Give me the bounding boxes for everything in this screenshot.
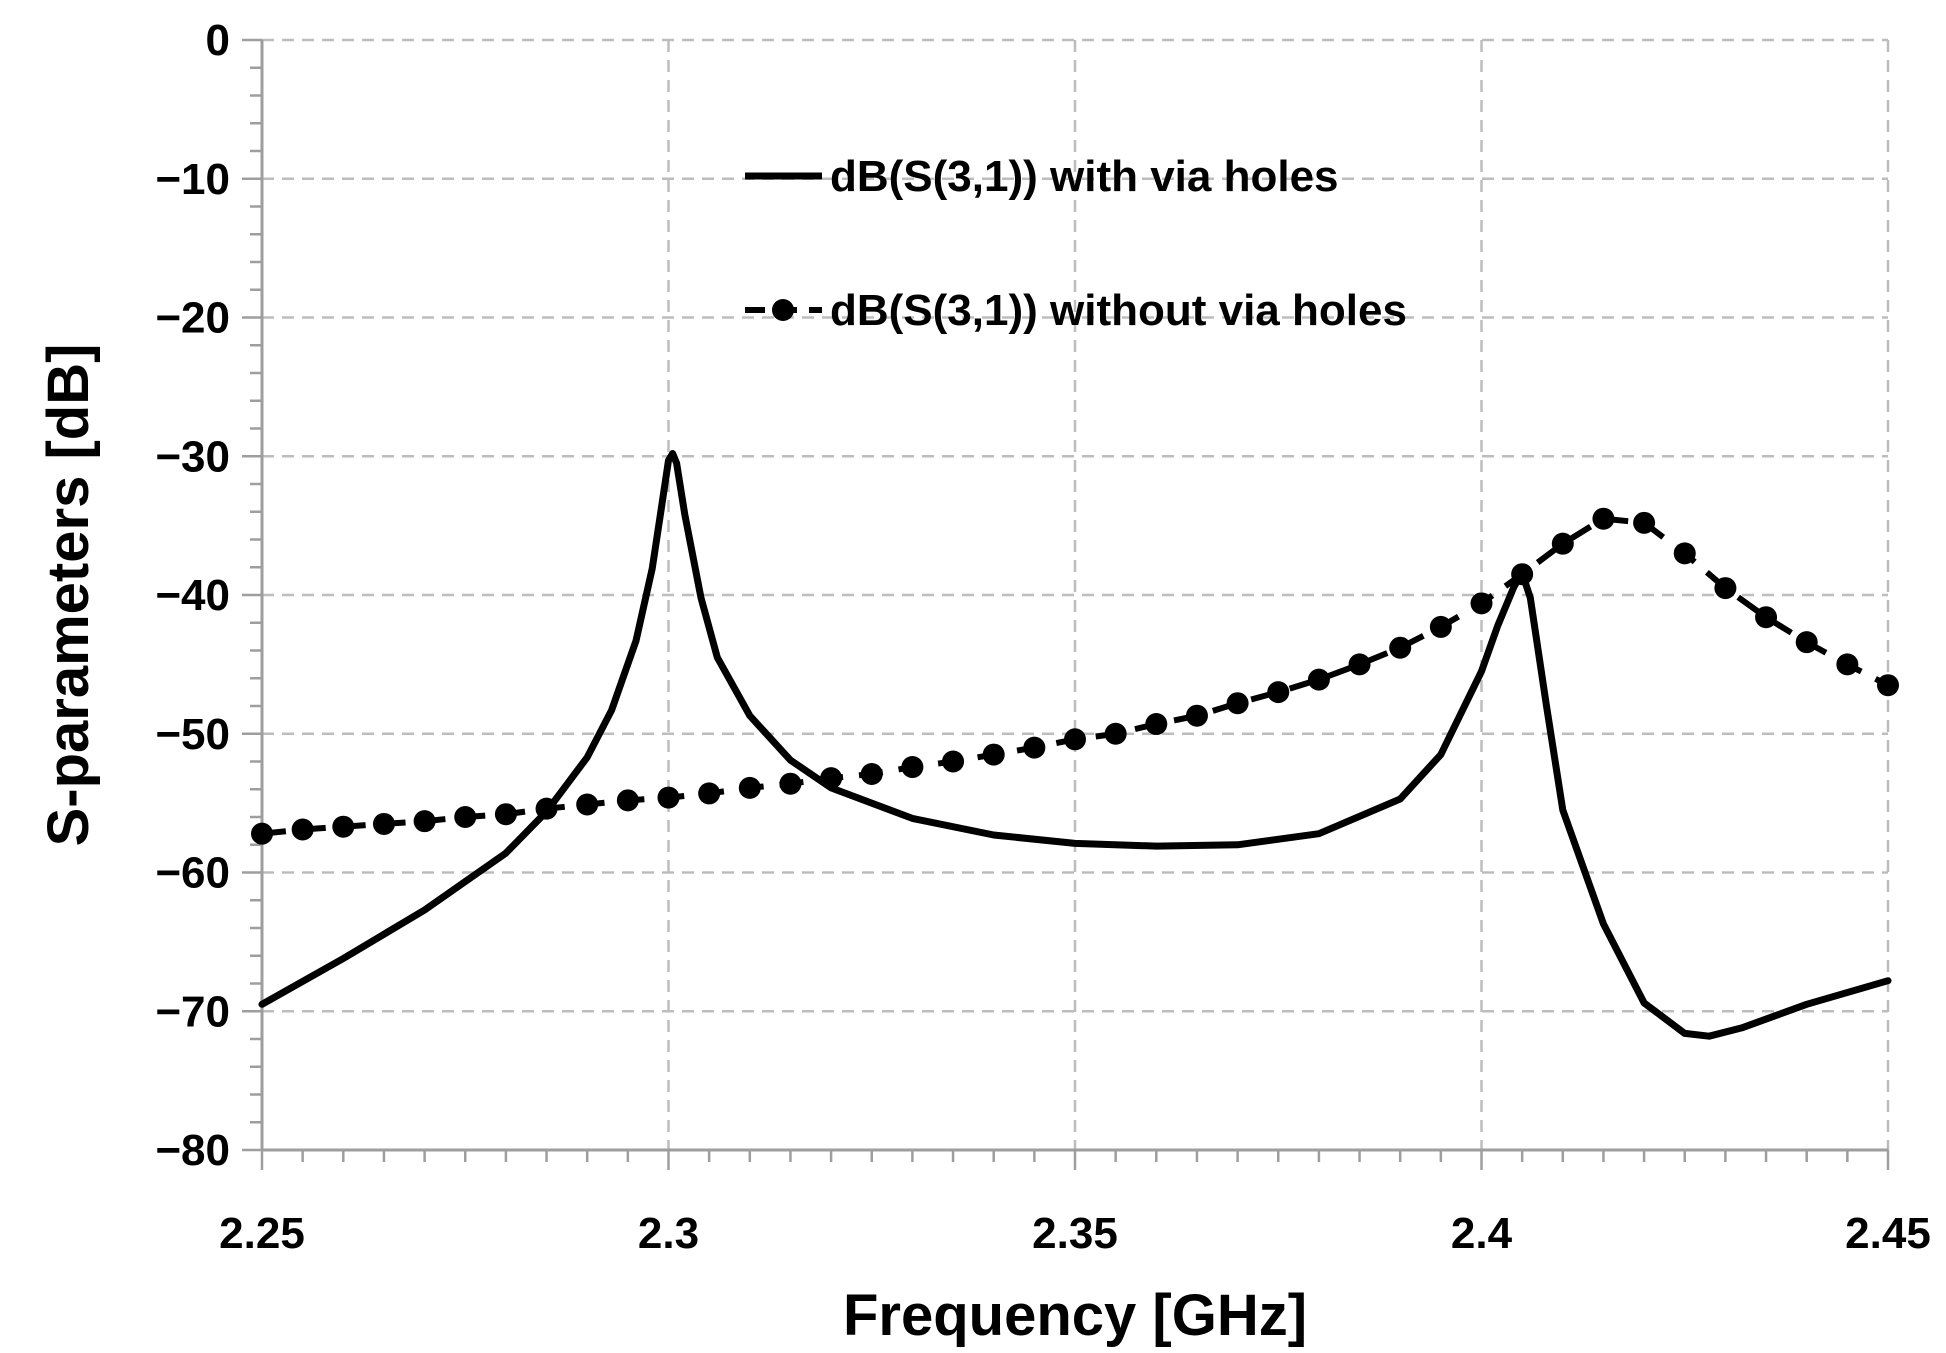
x-tick-label: 2.35	[1032, 1209, 1118, 1258]
y-tick-label: −10	[155, 155, 230, 204]
x-tick-label: 2.45	[1845, 1209, 1931, 1258]
x-tick-labels: 2.25 2.3 2.35 2.4 2.45	[219, 1209, 1931, 1258]
series-point-without-via	[982, 743, 1005, 766]
series-point-without-via	[454, 806, 477, 828]
y-tick-label: −70	[155, 987, 230, 1036]
series-point-without-via	[1795, 631, 1818, 654]
legend-marker-without-via	[772, 299, 794, 321]
series-point-without-via	[942, 750, 965, 773]
y-tick-label: −40	[155, 571, 230, 620]
series-point-without-via	[535, 797, 558, 820]
legend-label-without-via: dB(S(3,1)) without via holes	[830, 286, 1407, 335]
x-tick-label: 2.25	[219, 1209, 305, 1258]
x-tick-label: 2.3	[638, 1209, 699, 1258]
series-point-without-via	[738, 776, 761, 799]
series-point-without-via	[901, 756, 924, 779]
series-point-without-via	[1185, 704, 1208, 727]
series-point-without-via	[1633, 511, 1656, 534]
series-point-without-via	[779, 772, 802, 795]
series-point-without-via	[413, 810, 436, 833]
series-point-without-via	[1592, 507, 1615, 530]
series-point-without-via	[820, 767, 843, 790]
legend: dB(S(3,1)) with via holes dB(S(3,1)) wit…	[745, 152, 1407, 335]
y-tick-label: −80	[155, 1126, 230, 1175]
series-point-without-via	[1389, 636, 1412, 659]
series-point-without-via	[860, 762, 883, 785]
series-point-without-via	[1755, 606, 1778, 629]
series-layer	[251, 450, 1899, 1040]
y-tick-label: −50	[155, 710, 230, 759]
x-axis-title: Frequency [GHz]	[843, 1283, 1307, 1348]
y-tick-label: −30	[155, 432, 230, 481]
series-point-without-via	[616, 789, 639, 812]
series-point-without-via	[1064, 728, 1086, 751]
series-point-without-via	[1877, 674, 1899, 697]
series-point-without-via	[1267, 681, 1290, 704]
grid	[262, 38, 1890, 1150]
series-point-without-via	[1307, 668, 1330, 691]
series-line-with-via	[258, 450, 1892, 1040]
series-point-without-via	[494, 803, 517, 826]
series-point-without-via	[1470, 592, 1493, 615]
y-tick-label: 0	[206, 16, 230, 65]
series-point-without-via	[1714, 577, 1737, 600]
series-point-without-via	[1429, 615, 1452, 638]
y-tick-label: −20	[155, 294, 230, 343]
series-point-without-via	[1673, 542, 1696, 565]
series-point-without-via	[251, 822, 273, 845]
x-tick-label: 2.4	[1451, 1209, 1513, 1258]
series-point-without-via	[1348, 653, 1371, 676]
y-tick-label: −60	[155, 849, 230, 898]
y-tick-labels: 0 −10 −20 −30 −40 −50 −60 −70 −80	[155, 16, 230, 1175]
series-point-without-via	[1104, 722, 1127, 745]
series-point-without-via	[291, 818, 314, 841]
minor-ticks	[242, 38, 1890, 1170]
series-point-without-via	[698, 782, 721, 805]
series-point-without-via	[576, 793, 599, 816]
series-point-without-via	[1023, 736, 1046, 759]
series-point-without-via	[1145, 713, 1168, 736]
series-point-without-via	[332, 815, 355, 838]
y-axis-title: S-parameters [dB]	[36, 344, 101, 847]
series-point-without-via	[1836, 653, 1859, 676]
legend-label-with-via: dB(S(3,1)) with via holes	[830, 152, 1339, 201]
series-point-without-via	[1551, 532, 1574, 555]
series-point-without-via	[1226, 692, 1249, 715]
series-point-without-via	[372, 812, 395, 835]
series-point-without-via	[1511, 563, 1534, 586]
series-point-without-via	[657, 786, 680, 809]
